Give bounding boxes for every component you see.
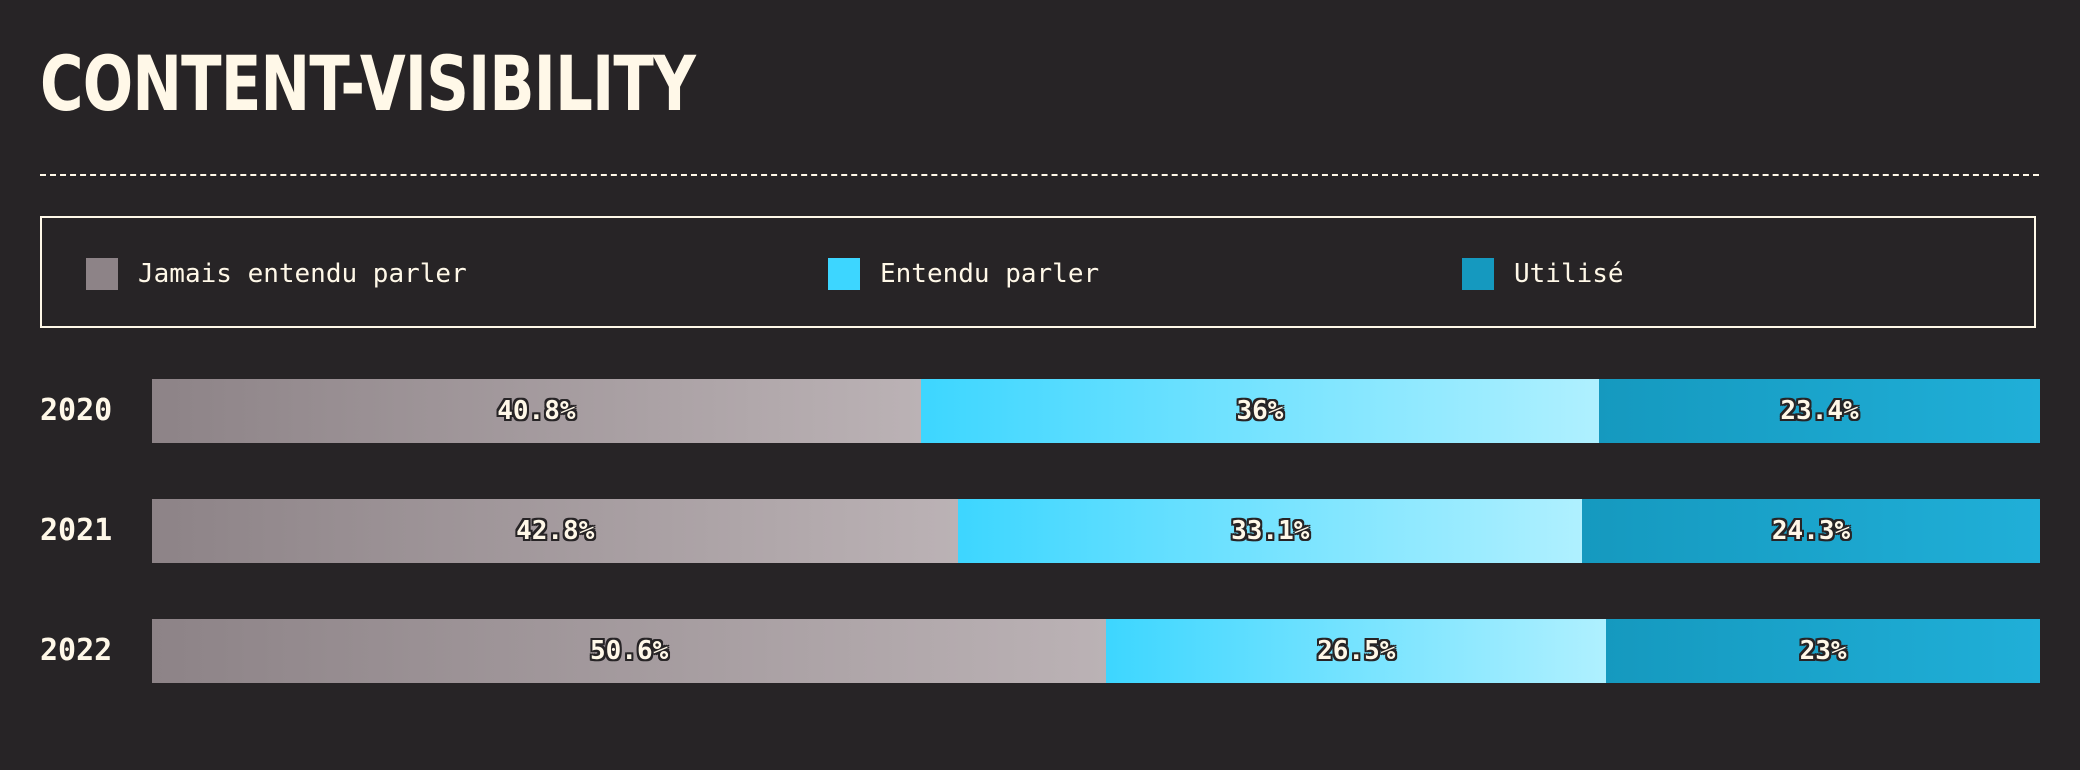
bar-segment-heard-2022: 26.5% bbox=[1106, 619, 1607, 683]
row-label-2020: 2020 bbox=[40, 393, 113, 428]
bar-segment-heard-2021: 33.1% bbox=[958, 499, 1583, 563]
legend-swatch-never-heard bbox=[86, 258, 118, 290]
bar-segment-never-heard-2022: 50.6% bbox=[152, 619, 1107, 683]
bar-segment-used-2021: 24.3% bbox=[1582, 499, 2040, 563]
legend-label-never-heard: Jamais entendu parler bbox=[138, 259, 467, 289]
data-label-never-heard-2022: 50.6% bbox=[590, 636, 669, 666]
data-label-heard-2021: 33.1% bbox=[1231, 516, 1310, 546]
legend-swatch-used bbox=[1462, 258, 1494, 290]
title-divider bbox=[40, 174, 2039, 176]
bar-segment-used-2022: 23% bbox=[1606, 619, 2040, 683]
chart-title: CONTENT-VISIBILITY bbox=[40, 39, 696, 128]
data-label-used-2022: 23% bbox=[1799, 636, 1847, 666]
data-label-used-2020: 23.4% bbox=[1780, 396, 1859, 426]
data-label-never-heard-2020: 40.8% bbox=[497, 396, 576, 426]
bar-segment-used-2020: 23.4% bbox=[1599, 379, 2040, 443]
data-label-never-heard-2021: 42.8% bbox=[516, 516, 595, 546]
row-label-2021: 2021 bbox=[40, 513, 113, 548]
legend-swatch-heard bbox=[828, 258, 860, 290]
row-label-2022: 2022 bbox=[40, 633, 113, 668]
legend-label-used: Utilisé bbox=[1514, 259, 1624, 289]
legend: Jamais entendu parler Entendu parler Uti… bbox=[40, 216, 2036, 328]
legend-item-used: Utilisé bbox=[1462, 258, 1624, 290]
legend-item-heard: Entendu parler bbox=[828, 258, 1099, 290]
legend-label-heard: Entendu parler bbox=[880, 259, 1100, 289]
bar-row-2020: 40.8% 36% 23.4% bbox=[152, 379, 2040, 443]
data-label-heard-2022: 26.5% bbox=[1317, 636, 1396, 666]
bar-row-2021: 42.8% 33.1% 24.3% bbox=[152, 499, 2040, 563]
data-label-heard-2020: 36% bbox=[1236, 396, 1284, 426]
legend-item-never-heard: Jamais entendu parler bbox=[86, 258, 467, 290]
bar-segment-never-heard-2020: 40.8% bbox=[152, 379, 921, 443]
bar-row-2022: 50.6% 26.5% 23% bbox=[152, 619, 2040, 683]
data-label-used-2021: 24.3% bbox=[1771, 516, 1851, 546]
bar-segment-never-heard-2021: 42.8% bbox=[152, 499, 959, 563]
bar-segment-heard-2020: 36% bbox=[920, 379, 1600, 443]
